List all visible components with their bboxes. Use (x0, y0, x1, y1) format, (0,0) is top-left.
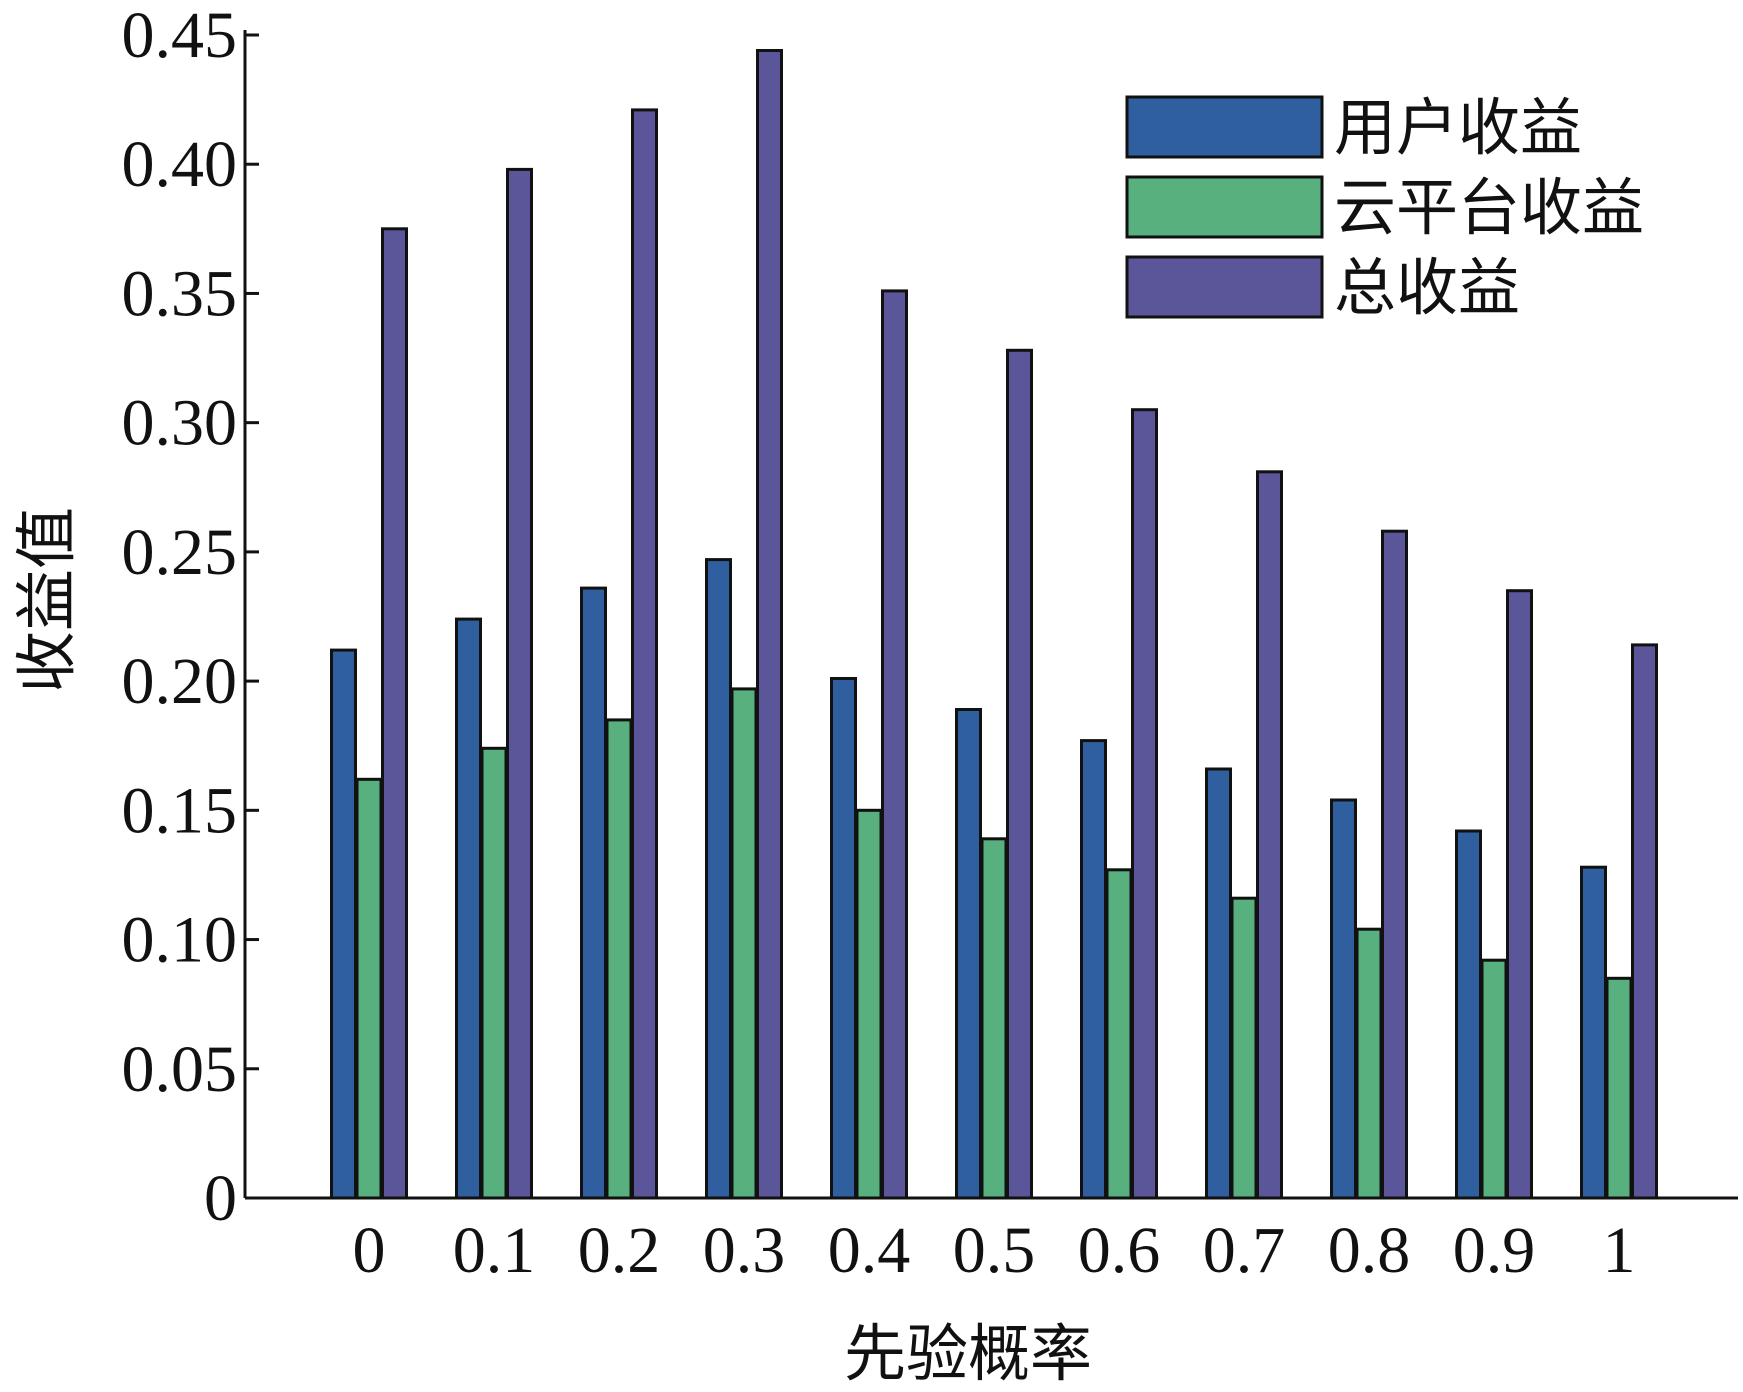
y-tick-label: 0.25 (122, 516, 238, 589)
legend-swatch-用户收益 (1125, 95, 1324, 159)
y-tick-label: 0.45 (122, 0, 238, 72)
bar-云平台收益-0.5 (980, 837, 1008, 1200)
bar-用户收益-0.4 (830, 677, 857, 1200)
bar-云平台收益-0 (355, 777, 383, 1200)
bar-用户收益-0.9 (1455, 829, 1482, 1200)
legend-label-云平台收益: 云平台收益 (1334, 171, 1644, 244)
y-tick-label: 0.20 (122, 645, 238, 718)
bar-总收益-0.4 (881, 289, 908, 1200)
axes-group (243, 30, 1738, 1200)
bar-云平台收益-0.7 (1230, 896, 1258, 1200)
bar-用户收益-0.5 (955, 708, 982, 1200)
bar-总收益-0 (381, 227, 408, 1200)
x-tick-label: 1 (1603, 1214, 1636, 1287)
bar-总收益-0.1 (506, 167, 533, 1200)
bar-用户收益-0.7 (1205, 767, 1232, 1200)
x-tick-label: 0.7 (1203, 1214, 1286, 1287)
bar-总收益-0.8 (1381, 529, 1408, 1200)
x-tick-label: 0.1 (453, 1214, 536, 1287)
bar-云平台收益-0.2 (605, 718, 633, 1200)
bar-总收益-0.9 (1506, 589, 1533, 1200)
bar-云平台收益-1 (1605, 976, 1633, 1200)
x-tick-label: 0.3 (703, 1214, 786, 1287)
bar-云平台收益-0.6 (1105, 868, 1133, 1200)
legend-label-总收益: 总收益 (1334, 251, 1520, 324)
x-tick-label: 0.9 (1453, 1214, 1536, 1287)
legend-swatch-总收益 (1125, 255, 1324, 319)
bar-总收益-0.5 (1006, 348, 1033, 1200)
x-tick-label: 0.6 (1078, 1214, 1161, 1287)
y-tick-label: 0.35 (122, 257, 238, 330)
bar-用户收益-0.2 (580, 586, 607, 1200)
x-tick-label: 0.2 (578, 1214, 661, 1287)
y-ticks-group: 0 0.05 0.10 0.15 0.20 0.25 0.30 0.35 0.40 0.45 (122, 0, 259, 1235)
y-tick-label: 0.15 (122, 774, 238, 847)
y-tick-label: 0.30 (122, 387, 238, 460)
x-ticks-group: 0 0.1 0.2 0.3 0.4 0.5 0.6 0.7 0.8 0.9 1 (353, 1214, 1636, 1287)
x-tick-label: 0 (353, 1214, 386, 1287)
legend-label-用户收益: 用户收益 (1334, 91, 1582, 164)
bar-用户收益-0 (330, 648, 357, 1200)
y-tick-label: 0.10 (122, 904, 238, 977)
x-tick-label: 0.4 (828, 1214, 911, 1287)
y-tick-label: 0 (204, 1162, 237, 1235)
bar-云平台收益-0.8 (1355, 927, 1383, 1200)
bar-总收益-0.2 (631, 108, 658, 1200)
bar-用户收益-0.8 (1330, 798, 1357, 1200)
bar-总收益-0.3 (756, 49, 783, 1200)
bar-用户收益-1 (1580, 865, 1607, 1200)
y-tick-label: 0.05 (122, 1033, 238, 1106)
bar-总收益-0.7 (1256, 470, 1283, 1200)
x-tick-label: 0.8 (1328, 1214, 1411, 1287)
bar-用户收益-0.1 (455, 617, 482, 1200)
bar-总收益-1 (1631, 643, 1658, 1200)
bar-用户收益-0.6 (1080, 739, 1107, 1200)
bar-云平台收益-0.9 (1480, 958, 1508, 1200)
bar-云平台收益-0.4 (855, 808, 883, 1200)
y-axis-title: 收益值 (10, 507, 83, 693)
bar-云平台收益-0.1 (480, 746, 508, 1200)
x-tick-label: 0.5 (953, 1214, 1036, 1287)
bar-总收益-0.6 (1131, 408, 1158, 1200)
legend-swatch-云平台收益 (1125, 175, 1324, 239)
x-axis-title: 先验概率 (844, 1317, 1092, 1390)
y-tick-label: 0.40 (122, 128, 238, 201)
bar-用户收益-0.3 (705, 558, 732, 1200)
bar-云平台收益-0.3 (730, 687, 758, 1200)
bars-group (330, 49, 1658, 1200)
